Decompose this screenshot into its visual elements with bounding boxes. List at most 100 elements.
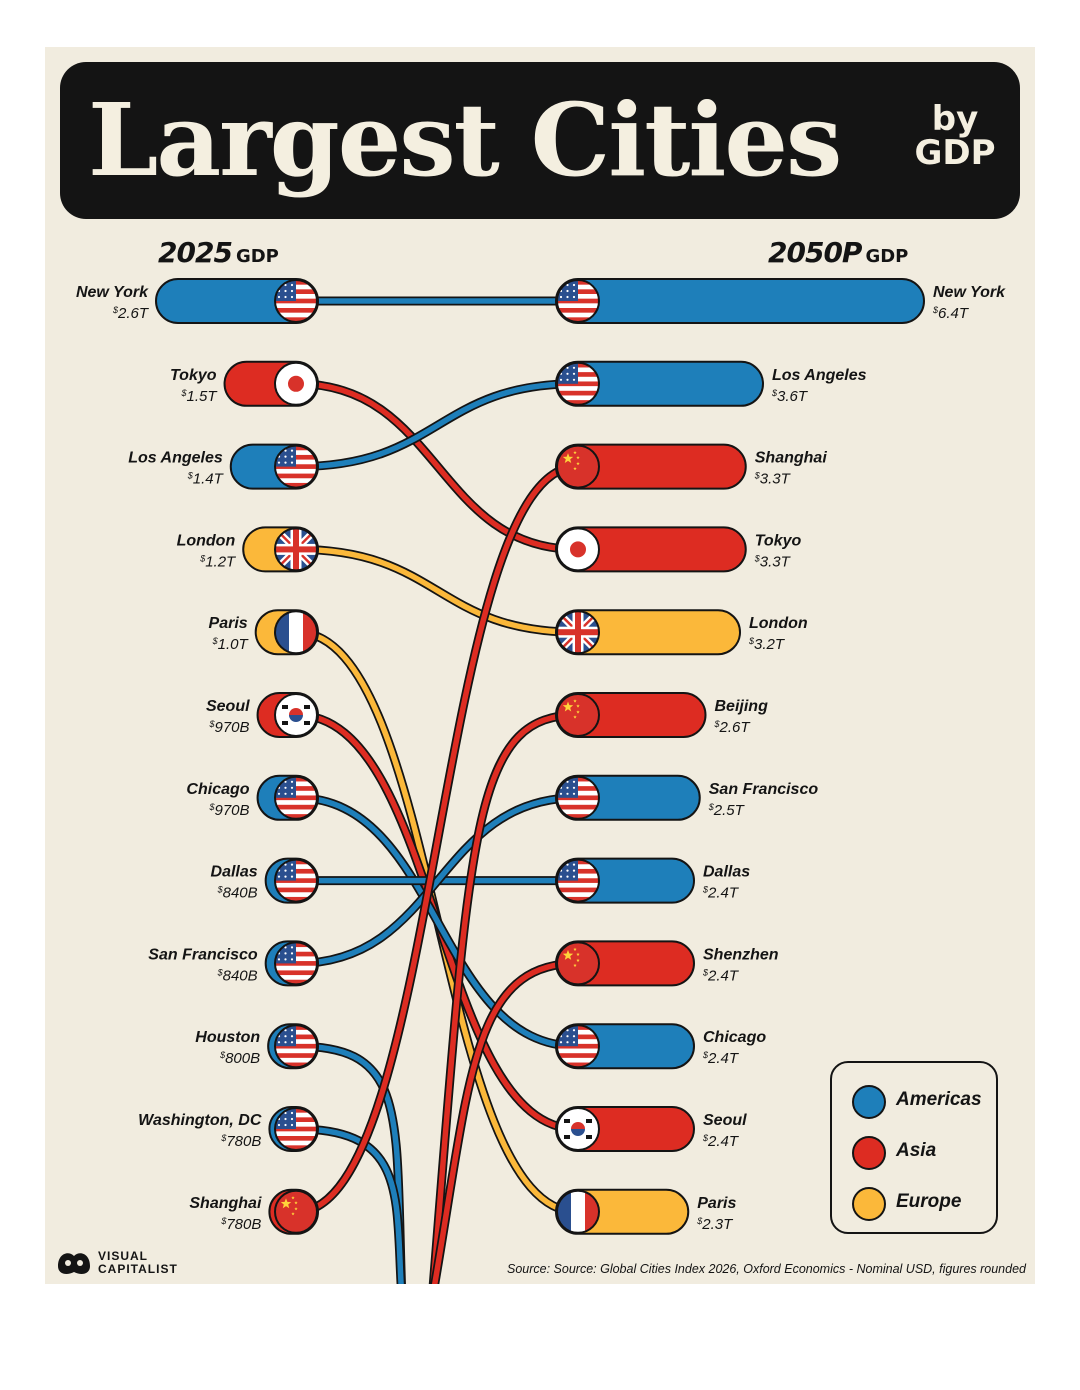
region-legend: Americas Asia Europe	[830, 1061, 998, 1234]
bar-2050-london: London $3.2T	[555, 609, 808, 656]
label-2025-value: $1.2T	[199, 553, 237, 570]
label-2050-value: $2.4T	[702, 885, 740, 902]
rank-connector-lines	[292, 296, 582, 1284]
left-header-year: 2025	[158, 236, 233, 269]
bar-2025-san-francisco: San Francisco $840B	[148, 940, 319, 987]
china-flag-icon	[556, 693, 600, 737]
connector-washington-dc	[294, 1126, 404, 1284]
label-2025-value: $1.4T	[187, 471, 225, 488]
label-2025-value: $800B	[219, 1050, 260, 1067]
label-2025-value: $970B	[208, 719, 249, 736]
right-header-unit: GDP	[865, 246, 909, 267]
label-2025-value: $840B	[217, 885, 258, 902]
label-2050-value: $2.4T	[702, 1050, 740, 1067]
label-2050-city: London	[749, 615, 808, 632]
bar-2025-shanghai: Shanghai $780B	[189, 1188, 319, 1235]
us-flag-icon	[556, 361, 600, 406]
brand-wordmark: VISUAL CAPITALIST	[98, 1250, 178, 1276]
label-2050-value: $3.2T	[748, 636, 786, 653]
connector-los-angeles	[294, 381, 580, 470]
brand-logo: VISUAL CAPITALIST	[54, 1246, 204, 1280]
label-2025-city: Dallas	[211, 864, 258, 881]
us-flag-icon	[556, 858, 600, 903]
label-2050-city: Los Angeles	[772, 367, 867, 384]
us-flag-icon	[274, 444, 318, 489]
legend-swatch	[852, 1136, 886, 1170]
page-subtitle: by GDP	[905, 102, 1005, 170]
label-2025-city: Paris	[209, 615, 248, 632]
japan-flag-icon	[274, 361, 318, 406]
label-2025-value: $780B	[220, 1133, 261, 1150]
legend-swatch	[852, 1085, 886, 1119]
bar-2025-london: London $1.2T	[177, 526, 320, 573]
bar-2025-los-angeles: Los Angeles $1.4T	[128, 443, 319, 490]
china-flag-icon	[556, 941, 600, 986]
label-2050-value: $3.3T	[754, 471, 792, 488]
japan-flag-icon	[556, 527, 600, 572]
label-2050-city: Dallas	[703, 864, 750, 881]
label-2025-value: $2.6T	[112, 305, 150, 322]
bar-2050-dallas: Dallas $2.4T	[555, 857, 750, 904]
source-note: Source: Source: Global Cities Index 2026…	[507, 1262, 1026, 1276]
label-2025-city: Chicago	[186, 781, 249, 798]
us-flag-icon	[556, 279, 600, 323]
label-2025-value: $780B	[220, 1216, 261, 1233]
visual-capitalist-logo-icon	[58, 1253, 90, 1274]
title-banner	[60, 62, 1020, 219]
us-flag-icon	[274, 279, 318, 323]
label-2050-value: $2.3T	[696, 1216, 734, 1233]
bar-2050-new-york-rect	[555, 278, 925, 324]
label-2025-city: Washington, DC	[138, 1112, 262, 1129]
brand-line-2: CAPITALIST	[98, 1262, 178, 1276]
label-2050-value: $6.4T	[932, 305, 970, 322]
connector-chicago	[294, 795, 580, 1049]
china-flag-icon	[556, 444, 600, 489]
label-2050-value: $2.4T	[702, 1133, 740, 1150]
legend-item-asia: Asia	[852, 1136, 992, 1170]
label-2050-city: San Francisco	[709, 781, 819, 798]
legend-label: Americas	[896, 1089, 982, 1110]
label-2050-value: $2.4T	[702, 967, 740, 984]
label-2025-city: Los Angeles	[128, 450, 223, 467]
us-flag-icon	[274, 1107, 318, 1151]
legend-label: Europe	[896, 1191, 962, 1212]
label-2050-city: Shanghai	[755, 450, 828, 467]
connector-shenzhen	[431, 960, 580, 1284]
label-2050-value: $2.6T	[714, 719, 752, 736]
label-2025-city: Seoul	[206, 698, 250, 715]
label-2025-city: San Francisco	[148, 946, 258, 963]
label-2050-city: New York	[933, 284, 1006, 301]
legend-swatch	[852, 1187, 886, 1221]
bar-2050-san-francisco: San Francisco $2.5T	[555, 774, 819, 821]
legend-item-americas: Americas	[852, 1085, 992, 1119]
label-2050-value: $3.3T	[754, 553, 792, 570]
us-flag-icon	[556, 1024, 600, 1069]
bar-2050-paris: Paris $2.3T	[555, 1188, 736, 1235]
label-2025-city: New York	[76, 284, 149, 301]
page-title: Largest Cities	[88, 81, 842, 199]
bar-2025-seoul: Seoul $970B	[206, 692, 319, 738]
legend-item-europe: Europe	[852, 1187, 992, 1221]
label-2050-city: Tokyo	[755, 532, 802, 549]
uk-flag-icon	[274, 527, 318, 572]
connector-san-francisco	[294, 795, 580, 967]
label-2050-value: $3.6T	[771, 388, 809, 405]
brand-line-1: VISUAL	[98, 1249, 149, 1263]
label-2050-city: Chicago	[703, 1029, 766, 1046]
bar-2050-shenzhen: Shenzhen $2.4T	[555, 940, 779, 987]
subtitle-line-2: GDP	[914, 133, 996, 173]
legend-label: Asia	[896, 1140, 937, 1161]
us-flag-icon	[274, 1024, 318, 1069]
bar-2025-chicago: Chicago $970B	[186, 774, 319, 821]
bar-2050-chicago: Chicago $2.4T	[555, 1023, 766, 1070]
bar-2050-los-angeles: Los Angeles $3.6T	[555, 360, 867, 407]
us-flag-icon	[274, 941, 318, 986]
bar-2025-tokyo: Tokyo $1.5T	[170, 360, 320, 407]
us-flag-icon	[274, 775, 318, 820]
france-flag-icon	[556, 1189, 600, 1234]
bar-2025-washington-dc: Washington, DC $780B	[138, 1106, 319, 1152]
label-2025-value: $1.5T	[181, 388, 219, 405]
left-column-header: 2025 GDP	[158, 236, 279, 269]
